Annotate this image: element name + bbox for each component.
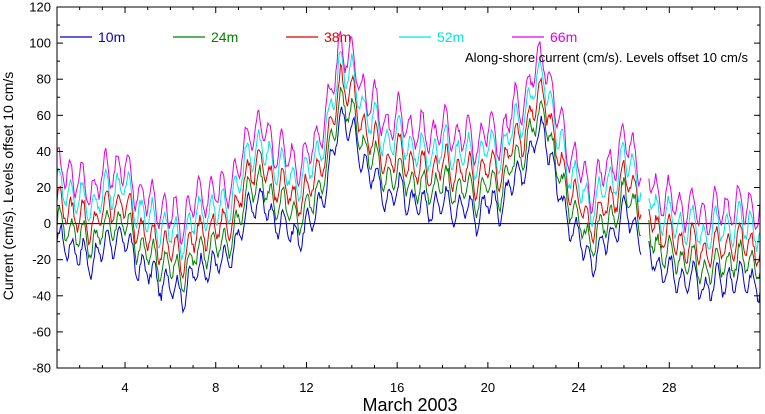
- legend-label-38m: 38m: [324, 29, 351, 45]
- y-tick-label: 0: [44, 216, 51, 231]
- series-line-52m: [56, 50, 761, 261]
- axes: -80 -60 -40 -20 0 20 40 60 80 100 120 4 8 12 16 20 24 28: [29, 0, 761, 395]
- y-tick-label: -40: [32, 288, 51, 303]
- x-tick-label: 4: [121, 380, 128, 395]
- series-line-24m: [56, 87, 761, 293]
- x-tick-label: 28: [662, 380, 676, 395]
- y-tick-label: 80: [37, 72, 51, 87]
- y-tick-label: 60: [37, 108, 51, 123]
- plot-area: [56, 31, 761, 314]
- legend: 10m 24m 38m 52m 66m: [60, 29, 577, 45]
- y-tick-label: 100: [29, 36, 51, 51]
- y-tick-label: 120: [29, 0, 51, 15]
- y-tick-label: 40: [37, 144, 51, 159]
- x-tick-label: 8: [212, 380, 219, 395]
- y-tick-label: -60: [32, 324, 51, 339]
- legend-label-24m: 24m: [211, 29, 238, 45]
- legend-label-66m: 66m: [550, 29, 577, 45]
- chart-annotation: Along-shore current (cm/s). Levels offse…: [465, 50, 748, 65]
- y-axis-title: Current (cm/s). Levels offset 10 cm/s: [0, 72, 16, 300]
- series-line-10m: [56, 106, 761, 314]
- series-line-38m: [56, 62, 761, 280]
- legend-label-10m: 10m: [98, 29, 125, 45]
- y-tick-label: -20: [32, 252, 51, 267]
- legend-label-52m: 52m: [437, 29, 464, 45]
- x-tick-label: 20: [481, 380, 495, 395]
- x-tick-label: 12: [299, 380, 313, 395]
- series-line-66m: [56, 31, 761, 246]
- x-axis-title: March 2003: [362, 395, 457, 414]
- x-tick-label: 24: [571, 380, 585, 395]
- y-tick-label: 20: [37, 180, 51, 195]
- x-tick-label: 16: [390, 380, 404, 395]
- y-tick-label: -80: [32, 361, 51, 376]
